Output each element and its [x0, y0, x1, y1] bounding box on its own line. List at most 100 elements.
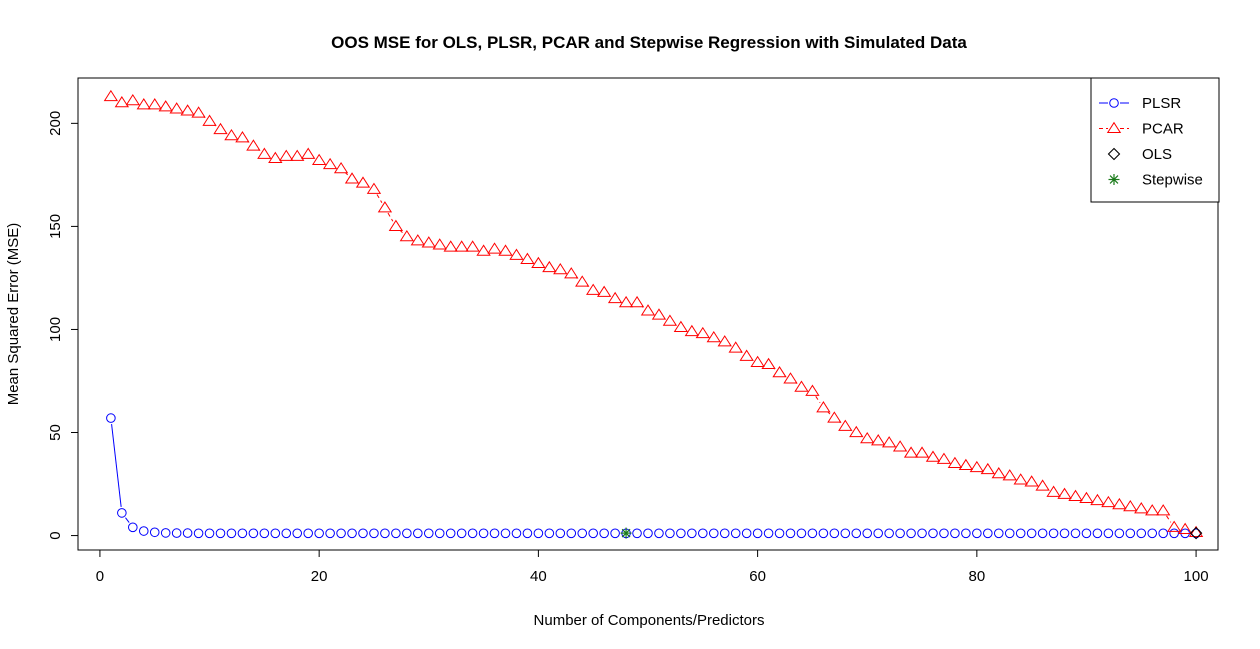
- chart-title: OOS MSE for OLS, PLSR, PCAR and Stepwise…: [331, 33, 967, 52]
- pcar-point: [1024, 475, 1039, 487]
- plsr-point: [1081, 528, 1092, 539]
- plsr-point: [369, 528, 379, 539]
- x-tick-label: 100: [1184, 568, 1209, 585]
- pcar-point: [772, 366, 787, 378]
- legend-item-ols: OLS: [1107, 146, 1172, 163]
- plsr-point: [325, 528, 335, 539]
- plsr-point: [445, 528, 456, 539]
- pcar-point: [849, 425, 864, 438]
- pcar-point: [860, 431, 875, 444]
- plsr-point: [489, 528, 500, 539]
- plsr-point: [785, 528, 796, 539]
- pcar-point: [344, 172, 360, 184]
- pcar-point: [980, 462, 995, 475]
- plsr-point: [1092, 528, 1103, 539]
- pcar-point: [827, 411, 842, 423]
- plsr-point: [1059, 528, 1070, 539]
- legend-marker-stepwise: [1108, 174, 1120, 185]
- pcar-point: [750, 355, 765, 367]
- pcar-point: [301, 147, 316, 159]
- series-pcar: [103, 89, 1204, 538]
- plsr-point: [1037, 528, 1048, 539]
- pcar-point: [618, 295, 634, 308]
- pcar-point: [783, 372, 798, 384]
- pcar-point: [498, 244, 513, 256]
- plsr-point: [500, 528, 511, 539]
- x-tick-label: 0: [96, 568, 104, 585]
- stepwise-point: [620, 527, 632, 539]
- pcar-point: [761, 357, 776, 370]
- pcar-point: [871, 434, 886, 446]
- plsr-point: [950, 528, 960, 539]
- plsr-point: [1026, 528, 1037, 539]
- plsr-line-segment: [111, 423, 122, 507]
- pcar-point: [322, 157, 338, 170]
- plsr-point: [654, 528, 664, 539]
- plsr-point: [763, 528, 774, 539]
- plsr-point: [588, 528, 598, 539]
- pcar-point: [564, 267, 579, 279]
- pcar-point: [903, 446, 919, 458]
- plsr-point: [303, 528, 313, 539]
- plsr-point: [544, 528, 555, 539]
- pcar-point: [914, 446, 930, 458]
- legend-marker-pcar: [1106, 121, 1122, 134]
- pcar-point: [1002, 469, 1017, 481]
- pcar-point: [794, 380, 809, 392]
- pcar-point: [706, 330, 721, 343]
- plsr-point: [128, 522, 138, 533]
- plsr-point: [413, 528, 423, 539]
- plsr-point: [961, 528, 971, 539]
- plsr-point: [566, 528, 577, 539]
- pcar-point: [388, 219, 404, 231]
- legend-item-pcar: PCAR: [1099, 121, 1184, 138]
- plsr-point: [182, 528, 193, 538]
- legend-marker-ols: [1107, 147, 1121, 161]
- pcar-point: [739, 349, 754, 361]
- pcar-point: [125, 93, 140, 106]
- plsr-point: [511, 528, 522, 539]
- pcar-point: [1188, 525, 1204, 538]
- pcar-point: [1035, 479, 1050, 491]
- pcar-point: [421, 236, 436, 248]
- plsr-point: [829, 528, 840, 539]
- pcar-point: [1079, 491, 1094, 504]
- plsr-point: [171, 528, 182, 538]
- legend-label-ols: OLS: [1142, 146, 1172, 163]
- plsr-point: [818, 528, 829, 539]
- pcar-point: [290, 149, 305, 161]
- plsr-point: [434, 528, 445, 539]
- plsr-point: [149, 527, 160, 538]
- pcar-point: [892, 440, 908, 452]
- pcar-point: [947, 456, 963, 468]
- plsr-point: [160, 528, 171, 538]
- plsr-point: [270, 528, 281, 539]
- pcar-point: [257, 147, 272, 159]
- plsr-point: [336, 528, 346, 539]
- pcar-point: [991, 467, 1006, 479]
- plsr-point: [774, 528, 785, 539]
- plsr-point: [347, 528, 357, 539]
- pcar-point: [596, 285, 612, 297]
- legend-label-stepwise: Stepwise: [1142, 172, 1203, 189]
- ols-point: [1189, 526, 1203, 540]
- pcar-point: [158, 100, 173, 112]
- pcar-point: [366, 182, 382, 194]
- pcar-point: [531, 256, 546, 269]
- plsr-point: [138, 526, 149, 536]
- pcar-point: [268, 151, 283, 163]
- plsr-point: [456, 528, 467, 539]
- plsr-point: [1015, 528, 1026, 539]
- pcar-point: [673, 320, 689, 332]
- legend-marker-plsr: [1109, 98, 1119, 108]
- plsr-line-segment: [125, 517, 130, 523]
- pcar-point: [1177, 522, 1193, 534]
- pcar-point: [487, 242, 502, 254]
- pcar-point: [553, 262, 568, 275]
- series-ols: [1189, 526, 1203, 540]
- x-tick-label: 20: [311, 568, 328, 585]
- pcar-point: [224, 128, 239, 141]
- plsr-point: [314, 528, 324, 539]
- plsr-point: [906, 528, 916, 539]
- pcar-point: [607, 291, 623, 304]
